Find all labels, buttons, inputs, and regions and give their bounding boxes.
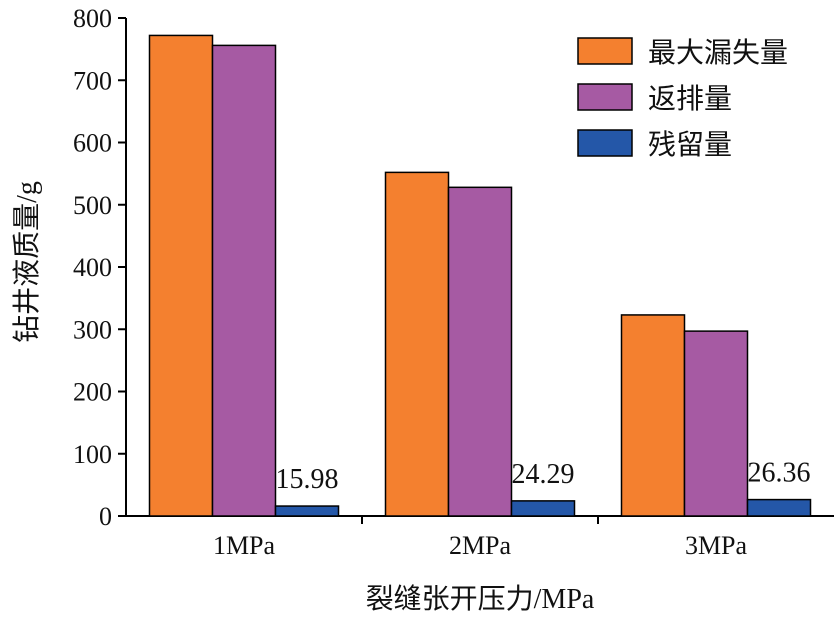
y-tick-label: 300 [73,315,112,344]
bars [148,34,812,517]
legend-label: 残留量 [648,129,732,161]
y-tick-label: 200 [73,378,112,407]
y-axis-title: 钻井液质量/g [11,181,43,343]
data-label: 15.98 [276,464,339,495]
legend-swatch [577,129,633,157]
bar [211,44,277,517]
bar [447,186,513,517]
bar [148,34,214,517]
y-tick-label: 700 [73,66,112,95]
bar [683,330,749,517]
data-label: 24.29 [512,459,575,490]
x-category-label: 3MPa [685,531,748,560]
legend-label: 返排量 [648,83,732,115]
legend-swatch [577,37,633,65]
bar [274,505,340,517]
x-axis-title: 裂缝张开压力/MPa [366,583,595,615]
y-tick-label: 600 [73,129,112,158]
x-category-label: 2MPa [449,531,512,560]
bar [620,314,686,517]
axes: 0 100 200 300 400 500 600 700 800 1MPa 2MPa 3MPa [73,4,834,560]
y-tick-label: 100 [73,440,112,469]
legend-swatch [577,83,633,111]
bar [510,500,576,517]
data-labels: 15.98 24.29 26.36 [276,458,811,495]
data-label: 26.36 [748,458,811,489]
bar [746,498,812,517]
y-tick-label: 800 [73,4,112,33]
y-tick-label: 500 [73,191,112,220]
bar [384,171,450,517]
x-category-label: 1MPa [213,531,276,560]
legend-label: 最大漏失量 [648,37,788,69]
y-tick-label: 400 [73,253,112,282]
y-tick-label: 0 [99,502,112,531]
